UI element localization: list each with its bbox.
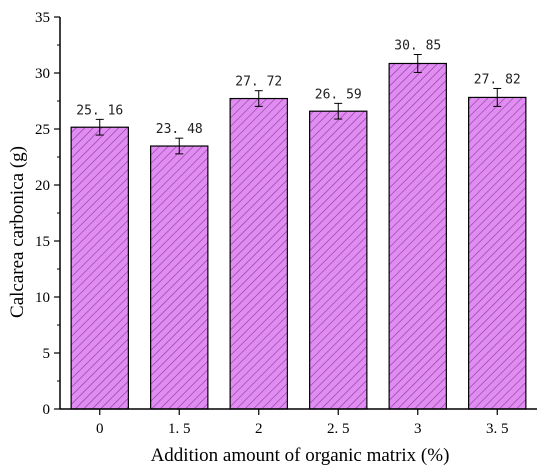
- bar-3: [309, 110, 368, 410]
- error-bar-4: [413, 54, 422, 73]
- x-axis-title: Addition amount of organic matrix (%): [151, 445, 450, 466]
- bar-5: [468, 96, 527, 410]
- y-tick-label-2: 10: [35, 290, 50, 306]
- x-tick-label-2: 2: [255, 421, 263, 437]
- error-bar-0: [95, 118, 104, 136]
- data-label-1: 23. 48: [156, 122, 203, 137]
- y-tick-label-6: 30: [35, 66, 50, 82]
- bar-4: [388, 62, 447, 410]
- y-tick-label-0: 0: [43, 402, 51, 418]
- y-tick-label-1: 5: [43, 346, 51, 362]
- x-tick-label-3: 2. 5: [327, 421, 350, 437]
- y-tick-label-3: 15: [35, 234, 50, 250]
- error-bar-1: [175, 137, 184, 155]
- error-bar-5: [493, 87, 502, 107]
- bar-1: [150, 145, 209, 410]
- data-labels-group: 25. 16 23. 48 27. 72 26. 59 30. 85 27. 82: [76, 39, 520, 138]
- error-bars-group: [95, 54, 502, 155]
- y-tick-label-5: 25: [35, 122, 50, 138]
- x-tick-label-1: 1. 5: [168, 421, 191, 437]
- x-tick-label-0: 0: [96, 421, 104, 437]
- data-label-0: 25. 16: [76, 103, 123, 118]
- data-label-4: 30. 85: [394, 39, 441, 54]
- bar-2: [229, 97, 288, 410]
- data-label-3: 26. 59: [315, 87, 362, 102]
- y-axis-title: Calcarea carbonica (g): [7, 146, 28, 318]
- y-tick-label-4: 20: [35, 178, 50, 194]
- error-bar-2: [254, 90, 263, 107]
- bar-0: [70, 126, 129, 410]
- axes-group: 0 5 10 15 20 25 30 35 0 1. 5 2 2. 5 3 3. 5: [35, 10, 537, 437]
- y-tick-label-7: 35: [35, 10, 50, 26]
- bars-group: [70, 62, 527, 410]
- error-bar-3: [334, 102, 343, 120]
- data-label-5: 27. 82: [474, 72, 521, 87]
- data-label-2: 27. 72: [235, 75, 282, 90]
- x-tick-label-4: 3: [414, 421, 422, 437]
- x-tick-label-5: 3. 5: [486, 421, 509, 437]
